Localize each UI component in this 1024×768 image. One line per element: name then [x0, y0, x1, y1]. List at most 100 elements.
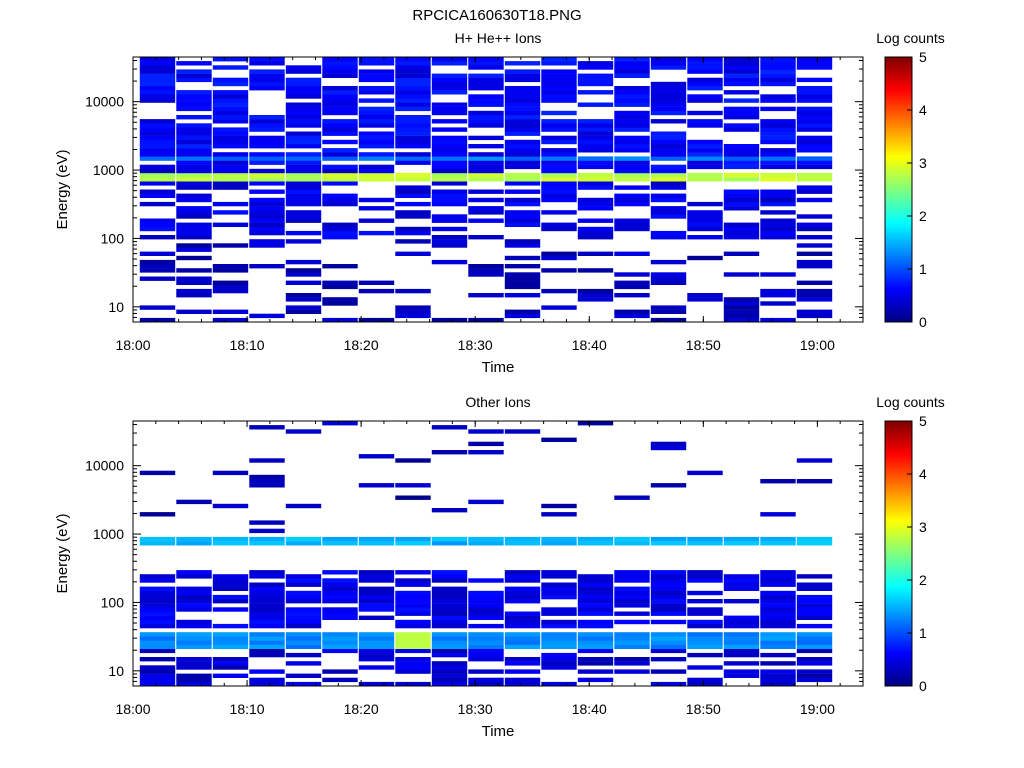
colorbar-segment [885, 478, 912, 482]
spectrogram-cell [796, 586, 833, 591]
spectrogram-cell [395, 594, 431, 600]
spectrogram-cell [504, 280, 541, 285]
colorbar-segment [885, 533, 912, 537]
spectrogram-cell [577, 102, 614, 107]
spectrogram-cell [614, 139, 650, 145]
spectrogram-cell [249, 197, 285, 203]
spectrogram-cell [687, 144, 723, 149]
colorbar-segment [885, 227, 912, 230]
spectrogram-cell [322, 94, 358, 99]
spectrogram-cell [650, 235, 687, 240]
x-tick-label: 18:10 [230, 701, 265, 717]
colorbar-segment [885, 257, 912, 261]
colorbar-segment [885, 182, 912, 186]
spectrogram-cell [614, 644, 650, 649]
spectrogram-cell [285, 615, 322, 620]
spectrogram-cell [577, 185, 614, 190]
spectrogram-cell [139, 144, 176, 149]
colorbar-segment [885, 87, 912, 91]
spectrogram-cell [577, 135, 614, 141]
spectrogram-cell [431, 102, 468, 107]
spectrogram-cell [796, 661, 833, 666]
spectrogram-cell [760, 652, 796, 658]
spectrogram-cell [249, 115, 285, 120]
spectrogram-cell [431, 172, 468, 178]
spectrogram-cell [176, 243, 212, 248]
spectrogram-cell [723, 197, 760, 203]
spectrogram-cell [577, 640, 614, 645]
spectrogram-cell [577, 599, 614, 604]
spectrogram-cell [395, 541, 431, 546]
colorbar-segment [885, 610, 912, 614]
colorbar-segment [885, 681, 912, 685]
spectrogram-cell [176, 570, 212, 575]
spectrogram-cell [395, 582, 431, 587]
spectrogram-cell [212, 268, 249, 273]
spectrogram-cell [431, 615, 468, 620]
spectrogram-cell [614, 611, 650, 616]
spectrogram-cell [541, 251, 577, 256]
spectrogram-cell [285, 193, 322, 198]
spectrogram-cell [687, 201, 723, 207]
spectrogram-cell [322, 226, 358, 232]
spectrogram-cell [468, 156, 504, 161]
spectrogram-cell [687, 164, 723, 170]
spectrogram-cell [504, 632, 541, 637]
spectrogram-cell [760, 615, 796, 620]
spectrogram-cell [504, 110, 541, 116]
spectrogram-cell [760, 536, 796, 542]
spectrogram-cell [249, 119, 285, 124]
spectrogram-cell [687, 607, 723, 612]
colorbar-segment [885, 57, 912, 60]
spectrogram-cell [723, 65, 760, 70]
colorbar-segment [885, 65, 912, 69]
spectrogram-cell [249, 189, 285, 194]
colorbar-segment [885, 668, 912, 671]
spectrogram-cell [322, 317, 358, 322]
spectrogram-cell [468, 65, 504, 70]
spectrogram-cell [395, 623, 431, 629]
spectrogram-cell [577, 644, 614, 649]
spectrogram-cell [723, 582, 760, 587]
spectrogram-cell [431, 536, 468, 542]
spectrogram-cell [139, 264, 176, 269]
spectrogram-cell [395, 648, 431, 654]
colorbar: 0 1 2 3 4 5 Log counts [876, 394, 945, 694]
spectrogram-cell [760, 135, 796, 141]
spectrogram-cell [249, 474, 285, 480]
colorbar-segment [885, 531, 912, 535]
spectrogram-cell [176, 276, 212, 281]
colorbar-segment [885, 319, 912, 323]
spectrogram-cell [577, 251, 614, 256]
spectrogram-cell [285, 590, 322, 596]
spectrogram-cell [504, 239, 541, 244]
colorbar-segment [885, 288, 912, 292]
colorbar-segment [885, 116, 912, 120]
colorbar-segment [885, 96, 912, 100]
spectrogram-cell [760, 218, 796, 223]
spectrogram-cell [395, 156, 431, 161]
spectrogram-cell [249, 86, 285, 91]
spectrogram-cell [541, 541, 577, 546]
spectrogram-cell [431, 673, 468, 678]
spectrogram-cell [687, 210, 723, 215]
spectrogram-cell [614, 251, 650, 256]
spectrogram-cell [395, 611, 431, 616]
spectrogram-cell [212, 288, 249, 294]
spectrogram-cell [139, 86, 176, 91]
spectrogram-cell [687, 632, 723, 637]
colorbar-segment [885, 540, 912, 543]
spectrogram-cell [614, 123, 650, 128]
colorbar-segment [885, 101, 912, 104]
spectrogram-cell [285, 574, 322, 579]
spectrogram-cell [285, 185, 322, 190]
spectrogram-cell [760, 94, 796, 99]
spectrogram-cell [723, 272, 760, 277]
spectrogram-cell [723, 574, 760, 579]
spectrogram-cell [322, 421, 358, 426]
spectrogram-cell [468, 681, 504, 686]
spectrogram-cell [212, 636, 249, 641]
spectrogram-cell [322, 677, 358, 683]
spectrogram-cell [176, 268, 212, 273]
spectrogram-cell [285, 86, 322, 91]
